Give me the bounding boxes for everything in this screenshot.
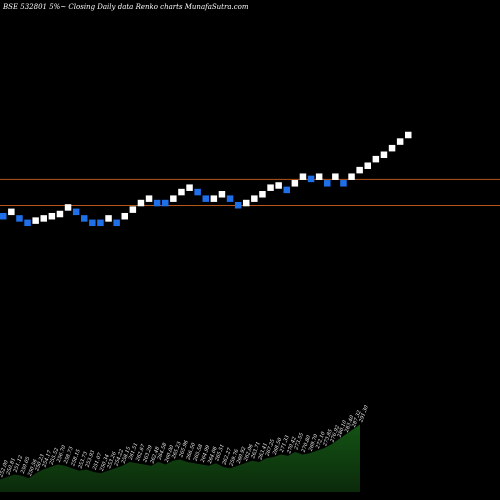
down-brick xyxy=(194,188,201,196)
down-brick xyxy=(283,186,290,194)
volume-value-label: 250.34 xyxy=(99,453,111,472)
up-brick xyxy=(56,210,64,218)
volume-area-shape xyxy=(0,424,360,492)
volume-area xyxy=(0,424,360,492)
down-brick xyxy=(202,195,209,202)
up-brick xyxy=(218,191,226,198)
up-brick xyxy=(299,173,307,180)
brick-series xyxy=(0,131,412,227)
volume-value-label: 251.12 xyxy=(12,455,24,474)
volume-value-label: 254.22 xyxy=(113,448,125,467)
volume-value-label: 253.93 xyxy=(84,450,96,469)
volume-value-label: 265.23 xyxy=(171,441,183,460)
down-brick xyxy=(340,180,347,187)
up-brick xyxy=(372,155,380,163)
down-brick xyxy=(234,201,242,209)
up-brick xyxy=(405,131,412,139)
up-brick xyxy=(315,173,323,180)
up-brick xyxy=(178,188,185,196)
up-brick xyxy=(259,191,266,198)
up-brick xyxy=(396,138,404,145)
volume-value-label: 250.05 xyxy=(19,456,31,475)
up-brick xyxy=(291,180,299,187)
down-brick xyxy=(89,219,96,227)
chart-title: BSE 532801 5%~ Closing Daily data Renko … xyxy=(2,3,249,11)
down-brick xyxy=(16,215,23,222)
volume-value-label: 264.58 xyxy=(156,442,168,461)
up-brick xyxy=(40,215,47,222)
up-brick xyxy=(129,206,137,213)
down-brick xyxy=(307,175,315,183)
volume-value-label: 270.42 xyxy=(286,436,298,455)
down-brick xyxy=(24,219,31,227)
volume-value-label: 271.33 xyxy=(279,435,291,454)
volume-value-label: 250.23 xyxy=(34,453,46,472)
volume-value-label: 263.41 xyxy=(257,442,269,461)
volume-value-label: 265.51 xyxy=(214,443,226,462)
up-brick xyxy=(105,215,112,222)
volume-value-label: 258.73 xyxy=(63,446,75,465)
volume-value-label: 265.58 xyxy=(192,443,204,462)
up-brick xyxy=(32,217,39,224)
volume-labels: 252.00250.81251.12250.05250.56250.23254.… xyxy=(0,404,370,479)
up-brick xyxy=(332,173,339,180)
down-brick xyxy=(226,195,234,202)
down-brick xyxy=(162,199,169,207)
volume-value-label: 263.71 xyxy=(250,441,262,460)
up-brick xyxy=(170,195,177,202)
up-brick xyxy=(356,166,363,174)
down-brick xyxy=(153,199,161,207)
up-brick xyxy=(267,184,274,191)
volume-value-label: 287.32 xyxy=(351,410,363,429)
up-brick xyxy=(348,173,355,180)
up-brick xyxy=(48,212,56,220)
volume-value-label: 273.55 xyxy=(293,432,305,451)
volume-value-label: 258.15 xyxy=(120,446,132,465)
up-brick xyxy=(8,208,15,216)
volume-value-label: 262.48 xyxy=(149,446,161,465)
up-brick xyxy=(275,182,282,189)
up-brick xyxy=(137,199,145,207)
volume-value-label: 264.08 xyxy=(207,446,219,465)
volume-value-label: 261.51 xyxy=(127,442,139,461)
down-brick xyxy=(0,212,7,220)
down-brick xyxy=(81,215,88,222)
up-brick xyxy=(145,195,153,202)
volume-value-label: 252.00 xyxy=(0,459,10,479)
volume-value-label: 273.85 xyxy=(322,428,334,447)
volume-value-label: 267.25 xyxy=(264,438,276,457)
volume-value-label: 276.92 xyxy=(329,425,341,444)
down-brick xyxy=(324,180,331,187)
up-brick xyxy=(364,162,371,169)
volume-value-label: 258.15 xyxy=(70,448,82,467)
up-brick xyxy=(210,195,218,202)
up-brick xyxy=(121,212,128,220)
up-brick xyxy=(380,151,388,159)
down-brick xyxy=(97,219,104,227)
up-brick xyxy=(186,184,193,191)
down-brick xyxy=(113,219,120,227)
up-brick xyxy=(388,144,396,152)
down-brick xyxy=(72,208,80,216)
up-brick xyxy=(251,195,258,202)
up-brick xyxy=(243,199,250,207)
volume-value-label: 255.52 xyxy=(48,447,60,466)
up-brick xyxy=(64,204,72,211)
volume-value-label: 250.81 xyxy=(5,457,17,476)
volume-value-label: 253.73 xyxy=(77,451,89,470)
volume-value-label: 260.92 xyxy=(235,446,247,465)
